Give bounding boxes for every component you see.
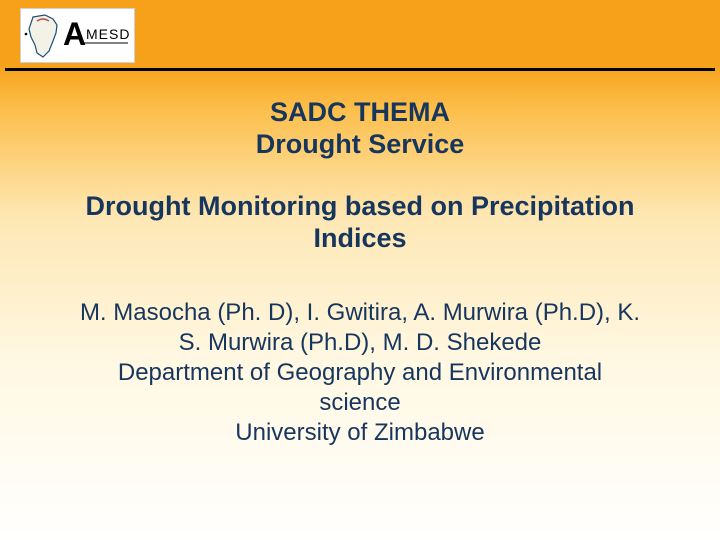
amesd-logo-icon: A MESD [23,11,133,61]
title-block-2: Drought Monitoring based on Precipitatio… [32,190,688,255]
title-block-1: SADC THEMA Drought Service [0,96,720,161]
authors-line2: S. Murwira (Ph.D), M. D. Shekede [179,329,542,356]
logo-container: A MESD [20,8,135,63]
slide: A MESD SADC THEMA Drought Service Drough… [0,0,720,540]
title2-line2: Indices [313,223,406,253]
title1-line2: Drought Service [256,129,465,159]
title1-line1: SADC THEMA [270,97,450,127]
header-divider [5,68,715,71]
authors-line1: M. Masocha (Ph. D), I. Gwitira, A. Murwi… [80,299,640,326]
authors-line4: science [319,389,400,416]
authors-block: M. Masocha (Ph. D), I. Gwitira, A. Murwi… [40,298,680,448]
authors-line5: University of Zimbabwe [235,419,484,446]
authors-line3: Department of Geography and Environmenta… [118,359,602,386]
title2-line1: Drought Monitoring based on Precipitatio… [86,191,635,221]
svg-text:A: A [63,16,86,52]
svg-text:MESD: MESD [86,26,130,42]
